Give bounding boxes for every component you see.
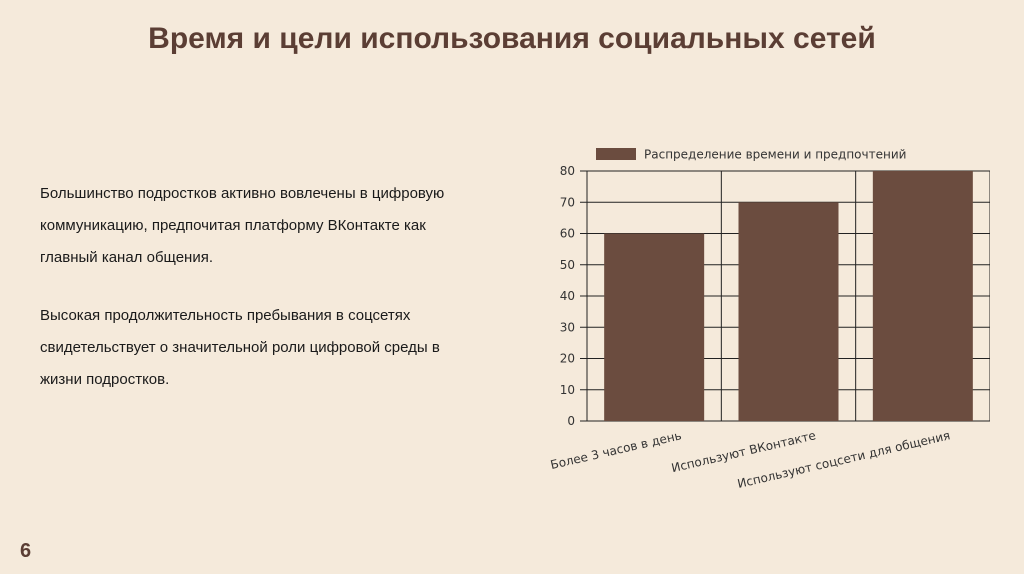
y-tick-label: 70 — [560, 195, 575, 209]
x-tick-label: Используют соцсети для общения — [736, 428, 951, 491]
legend-label: Распределение времени и предпочтений — [644, 148, 906, 162]
y-tick-label: 20 — [560, 352, 575, 366]
x-tick-label: Более 3 часов в день — [549, 428, 683, 472]
legend-swatch — [596, 148, 636, 160]
bar — [872, 171, 973, 421]
y-tick-label: 0 — [567, 414, 575, 428]
paragraph-2: Высокая продолжительность пребывания в с… — [40, 307, 440, 388]
slide-number: 6 — [20, 540, 32, 562]
y-tick-label: 10 — [560, 383, 575, 397]
y-tick-label: 50 — [560, 258, 575, 272]
y-tick-label: 40 — [560, 289, 575, 303]
body-text: Большинство подростков активно вовлечены… — [40, 178, 470, 422]
slide-title: Время и цели использования социальных се… — [148, 22, 876, 55]
y-tick-label: 30 — [560, 320, 575, 334]
paragraph-1: Большинство подростков активно вовлечены… — [40, 185, 445, 266]
y-tick-label: 60 — [560, 227, 575, 241]
bar — [738, 202, 839, 421]
bar — [604, 233, 705, 421]
y-tick-label: 80 — [560, 164, 575, 178]
bar-chart: Распределение времени и предпочтений 0 10 2… — [549, 148, 990, 491]
